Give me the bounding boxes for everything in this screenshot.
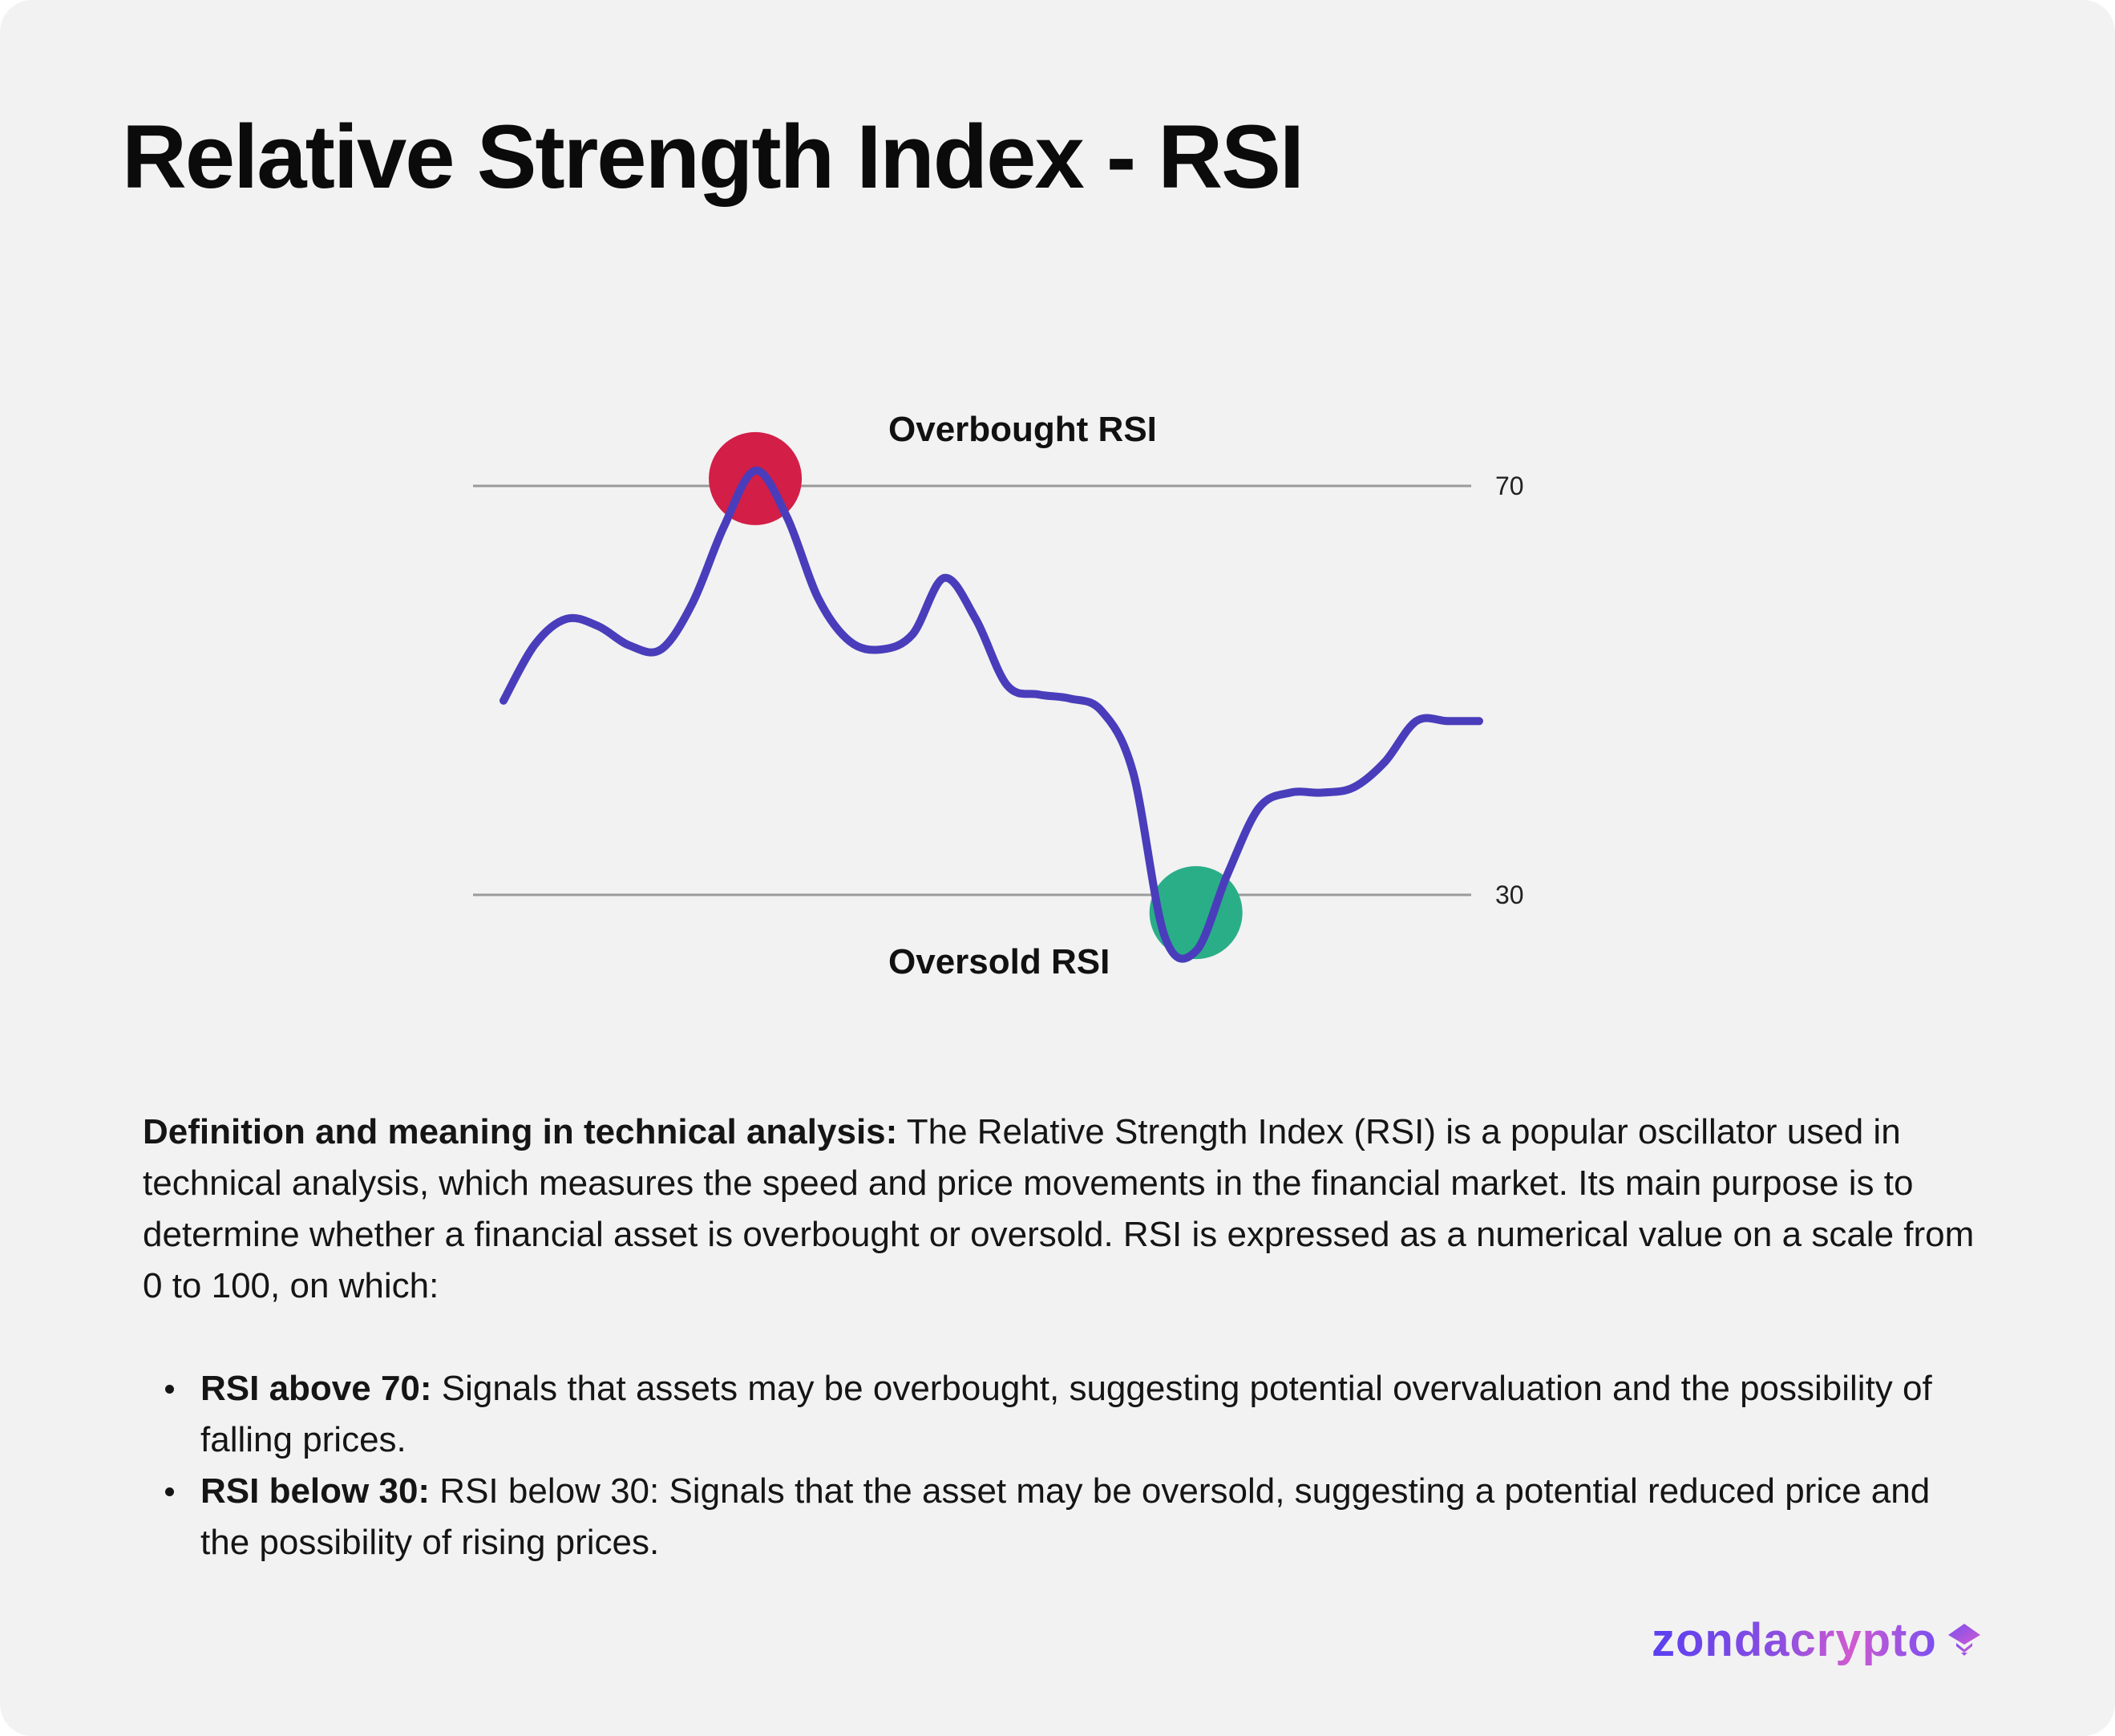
series-line-rsi [499,466,1483,963]
bullet-label: RSI below 30: [200,1471,431,1511]
series-lines [499,466,1483,963]
rsi-signals-list: RSI above 70: Signals that assets may be… [143,1363,1987,1568]
tick-label-70: 70 [1495,471,1524,500]
bullet-icon [165,1385,174,1394]
signal-markers [709,431,1243,960]
chart-labels: 70 30 Overbought RSI Oversold RSI [888,410,1524,981]
bullet-label: RSI above 70: [200,1369,432,1408]
list-item: RSI below 30: RSI below 30: Signals that… [143,1466,1987,1568]
bullet-icon [165,1487,174,1496]
rsi-chart: 70 30 Overbought RSI Oversold RSI [473,410,1524,981]
definition-label: Definition and meaning in technical anal… [143,1112,898,1151]
page-title: Relative Strength Index - RSI [122,107,1304,207]
oversold-label: Oversold RSI [888,942,1110,981]
brand-logo: zondacrypto [1652,1612,1984,1668]
definition-paragraph: Definition and meaning in technical anal… [143,1107,1979,1312]
brand-wordmark: zondacrypto [1652,1613,1937,1666]
tick-label-30: 30 [1495,880,1524,909]
overbought-label: Overbought RSI [888,410,1157,449]
definition-text: The Relative Strength Index (RSI) is a p… [143,1112,1975,1305]
zondacrypto-logo-icon [1947,1624,1980,1656]
bullet-text: Signals that assets may be overbought, s… [200,1369,1932,1459]
threshold-lines [473,484,1471,896]
list-item: RSI above 70: Signals that assets may be… [143,1363,1987,1466]
bullet-text: RSI below 30: Signals that the asset may… [200,1471,1931,1562]
